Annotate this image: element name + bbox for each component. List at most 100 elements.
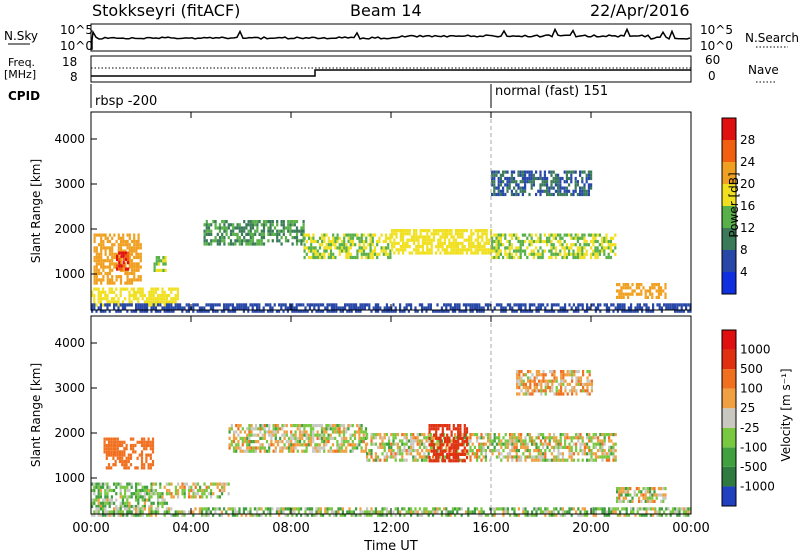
power-cells-cell: [446, 229, 449, 233]
power-cells-cell: [504, 306, 507, 310]
power-cells-cell: [203, 309, 206, 313]
power-cells-cell: [605, 255, 608, 260]
power-cells-cell: [651, 283, 654, 287]
power-cells-cell: [565, 246, 568, 250]
vel-cells-cell: [513, 433, 516, 437]
vel-cells-cell: [597, 455, 600, 459]
power-cells-cell: [647, 309, 650, 313]
power-cells-cell: [504, 246, 507, 250]
vel-cells-cell: [250, 440, 253, 444]
vel-cells-cell: [629, 499, 632, 503]
power-cells-cell: [508, 255, 511, 260]
power-cells-cell: [528, 239, 531, 244]
power-cells-cell: [321, 239, 324, 244]
power-cells-cell: [457, 245, 460, 249]
vel-cells-cell: [99, 488, 102, 493]
vel-cells-cell: [269, 510, 272, 514]
vel-cells-cell: [254, 449, 258, 453]
power-cells-cell: [139, 287, 142, 291]
power-cells-cell: [221, 239, 224, 243]
power-cells-cell: [657, 292, 660, 296]
power-cells-cell: [111, 236, 114, 240]
vel-cells-cell: [476, 507, 479, 511]
power-cells-cell: [530, 180, 533, 184]
vel-cells-cell: [250, 424, 253, 428]
power-cells-cell: [152, 287, 155, 291]
vel-cells-cell: [654, 510, 657, 514]
vel-cells-cell: [366, 436, 369, 440]
power-cells-cell: [93, 259, 96, 263]
power-cells-cell: [415, 229, 418, 233]
vel-cells-cell: [320, 433, 324, 437]
power-cells-cell: [349, 236, 352, 240]
power-cells-cell: [550, 186, 553, 190]
vel-cells-cell: [246, 449, 249, 453]
vel-cells-cell: [360, 424, 363, 428]
vel-cells-cell: [112, 440, 115, 444]
vel-cells-cell: [564, 458, 567, 462]
power-cells-cell: [579, 186, 582, 190]
vel-cells-cell: [107, 463, 111, 467]
vel-cells-cell: [303, 449, 306, 453]
vel-cells-cell: [546, 458, 549, 462]
power-cells-cell: [361, 306, 364, 310]
vel-cells-cell: [372, 433, 375, 437]
vel-cells-cell: [104, 501, 107, 505]
vel-cells-cell: [452, 440, 455, 444]
vel-cells-cell: [446, 433, 449, 437]
power-cells-cell: [454, 232, 457, 236]
power-cells-cell: [539, 246, 542, 250]
vel-cells-cell: [579, 389, 582, 393]
power-cells-cell: [97, 233, 101, 237]
vel-cells-cell: [358, 443, 361, 447]
power-cells-cell: [104, 297, 107, 301]
vel-cells-cell: [439, 440, 442, 444]
vel-cells-cell: [106, 498, 109, 502]
vel-cells-cell: [658, 510, 661, 514]
vel-cells-cell: [682, 513, 685, 517]
vel-cells-cell: [685, 510, 688, 514]
power-cells-cell: [110, 287, 113, 291]
power-panel-frame: [90, 111, 692, 311]
power-cells-cell: [181, 306, 184, 310]
power-cells-cell: [150, 290, 153, 294]
vel-cells-cell: [618, 493, 621, 497]
vel-cells-cell: [170, 507, 173, 511]
power-cells-cell: [119, 275, 123, 279]
power-cells-cell: [332, 252, 335, 256]
power-cells-cell: [487, 306, 490, 310]
vel-cells-cell: [522, 452, 525, 456]
power-cells-cell: [426, 248, 429, 252]
power-cells-cell: [95, 278, 98, 282]
vel-cells-cell: [535, 436, 538, 440]
power-cells-cell: [100, 271, 103, 276]
vel-cells-cell: [107, 437, 111, 441]
power-cells-cell: [117, 303, 120, 307]
counts-tick-low-left: 10^0: [60, 39, 93, 53]
power-cells-cell: [201, 306, 204, 310]
power-cells-cell: [115, 309, 118, 313]
power-cells-cell: [325, 246, 328, 250]
power-cells-cell: [141, 293, 144, 298]
vel-cells-cell: [559, 507, 562, 511]
vel-cells-cell: [610, 439, 613, 443]
power-cells-cell: [338, 249, 341, 253]
vel-cells-cell: [529, 386, 532, 390]
power-cells-cell: [636, 309, 639, 313]
vel-cells-cell: [318, 449, 321, 453]
power-cells-cell: [245, 223, 248, 227]
power-cells-cell: [635, 283, 638, 287]
vel-cells-cell: [199, 488, 202, 493]
power-cells-cell: [124, 249, 127, 253]
vel-cells-cell: [259, 436, 262, 440]
vel-cells-cell: [566, 382, 569, 386]
vel-cells-cell: [91, 482, 94, 486]
power-cells-cell: [155, 256, 158, 260]
power-cells-cell: [371, 252, 374, 256]
power-cells-cell: [493, 306, 496, 310]
power-cells-cell: [102, 268, 105, 272]
power-cells-cell: [563, 192, 566, 197]
power-cells-cell: [365, 246, 368, 250]
vel-cells-cell: [516, 382, 519, 386]
